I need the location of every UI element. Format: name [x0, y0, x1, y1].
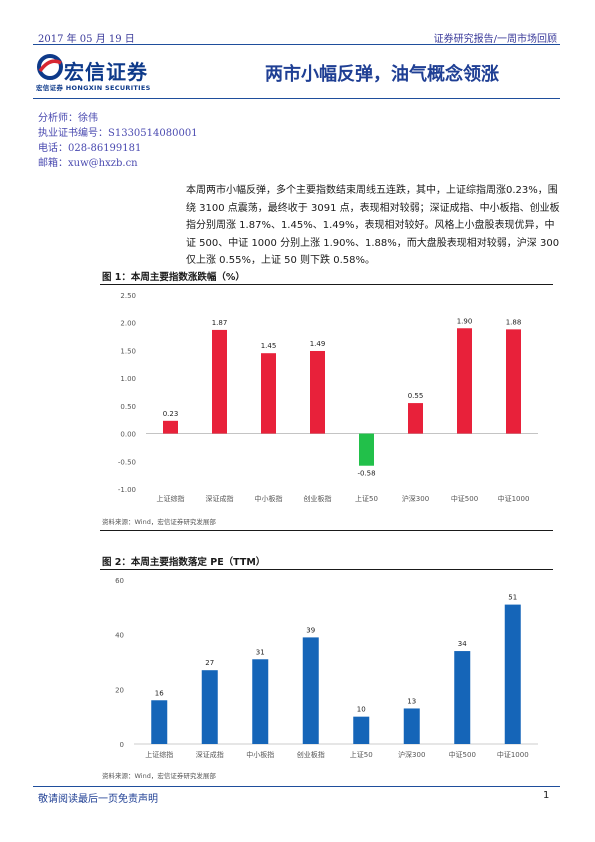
chart2-bar	[403, 708, 420, 744]
footer-disclaimer[interactable]: 敬请阅读最后一页免责声明	[38, 794, 158, 805]
company-logo-name: 宏信证券	[64, 60, 148, 84]
chart1-category-label: 中证500	[451, 494, 478, 503]
chart2-bar	[302, 637, 319, 744]
report-type: 证券研究报告/一周市场回顾	[433, 34, 557, 45]
chart2-data-label: 34	[458, 640, 467, 648]
chart1-data-label: 1.45	[261, 342, 277, 350]
chart2-data-label: 51	[508, 594, 517, 602]
chart1-data-label: 1.90	[457, 317, 473, 325]
figure-1-bottom-rule	[100, 530, 553, 531]
figure-2-title: 图 2：本周主要指数落定 PE（TTM）	[102, 557, 266, 568]
chart1-category-label: 深证成指	[206, 494, 234, 503]
chart1-y-tick-label: 0.00	[120, 431, 136, 439]
chart1-category-label: 上证综指	[157, 494, 185, 503]
analyst-phone: 电话：028-86199181	[38, 143, 142, 154]
chart2-data-label: 39	[306, 626, 315, 634]
chart2-y-tick-label: 40	[115, 632, 124, 640]
report-title: 两市小幅反弹，油气概念领涨	[265, 64, 499, 85]
chart1-data-label: -0.58	[357, 470, 375, 478]
chart2-bar	[151, 700, 168, 744]
chart1-data-label: 1.88	[506, 318, 522, 326]
chart2-category-label: 上证综指	[145, 750, 173, 759]
header-divider	[33, 44, 560, 45]
chart1-y-tick-label: 0.50	[120, 403, 136, 411]
chart2-bar	[454, 651, 471, 744]
analyst-name: 分析师：徐伟	[38, 113, 98, 124]
chart1-y-tick-label: 2.00	[120, 320, 136, 328]
chart1-y-tick-label: 1.00	[120, 375, 136, 383]
chart1-bar	[261, 353, 276, 434]
chart1-y-tick-label: 1.50	[120, 347, 136, 355]
chart1-data-label: 0.55	[408, 392, 424, 400]
company-logo-english: 宏信证券 HONGXIN SECURITIES	[36, 84, 151, 92]
chart1-bar	[163, 420, 178, 434]
chart1-data-label: 1.87	[212, 319, 228, 327]
chart2-category-label: 中小板指	[246, 750, 274, 759]
analyst-email[interactable]: 邮箱：xuw@hxzb.cn	[38, 158, 138, 169]
figure-2-top-rule	[100, 569, 553, 570]
chart2-data-label: 27	[205, 659, 214, 667]
summary-paragraph: 本周两市小幅反弹，多个主要指数结束周线五连跌，其中，上证综指周涨0.23%，围绕…	[186, 185, 560, 266]
chart1-category-label: 上证50	[355, 494, 378, 503]
chart2-category-label: 深证成指	[196, 750, 224, 759]
chart2-category-label: 中证1000	[497, 750, 529, 759]
chart2-y-tick-label: 20	[115, 686, 124, 694]
chart1-category-label: 沪深300	[402, 494, 429, 503]
chart2-bar	[252, 659, 269, 744]
figure-2-source: 资料来源：Wind，宏信证券研究发展部	[102, 772, 216, 780]
chart1-bar	[359, 433, 374, 466]
chart2-category-label: 创业板指	[297, 750, 325, 759]
figure-1-source: 资料来源：Wind，宏信证券研究发展部	[102, 518, 216, 526]
chart2-bar	[201, 670, 218, 744]
chart1-y-tick-label: -0.50	[118, 458, 136, 466]
figure-1-chart: 2.50 2.00 1.50 1.00 0.50 0.00 -0.50 -1.00 0.23 上证…	[118, 292, 538, 503]
chart1-category-label: 中小板指	[255, 494, 283, 503]
company-logo-icon	[37, 54, 63, 80]
chart2-bar	[353, 716, 370, 744]
chart2-category-label: 上证50	[350, 750, 373, 759]
chart1-bar	[408, 403, 423, 434]
chart1-y-tick-label: 2.50	[120, 292, 136, 300]
chart1-data-label: 0.23	[163, 410, 179, 418]
chart1-bar	[457, 328, 472, 434]
title-divider	[33, 98, 560, 99]
chart2-data-label: 13	[407, 697, 416, 705]
chart2-data-label: 10	[357, 706, 366, 714]
chart1-data-label: 1.49	[310, 340, 326, 348]
chart2-y-tick-label: 0	[120, 741, 124, 749]
chart2-category-label: 沪深300	[398, 750, 425, 759]
figure-1-top-rule	[100, 284, 553, 285]
chart1-bar	[212, 329, 227, 434]
chart2-data-label: 16	[155, 689, 164, 697]
page-number: 1	[543, 790, 550, 801]
chart1-bar	[506, 329, 521, 434]
chart2-y-tick-label: 60	[115, 577, 124, 585]
chart1-category-label: 创业板指	[304, 494, 332, 503]
chart2-category-label: 中证500	[449, 750, 476, 759]
chart2-bar	[504, 604, 521, 744]
chart2-data-label: 31	[256, 648, 265, 656]
chart1-category-label: 中证1000	[498, 494, 530, 503]
figure-2-chart: 60 40 20 0 16 上证综指 27 深证成指 31 中小板指 39 创业板指 10 上证50 13 沪…	[115, 577, 538, 759]
chart1-y-tick-label: -1.00	[118, 486, 136, 494]
figure-1-title: 图 1：本周主要指数涨跌幅（%）	[102, 272, 245, 283]
analyst-license: 执业证书编号：S1330514080001	[38, 128, 198, 139]
chart1-bar	[310, 350, 325, 434]
report-date: 2017 年 05 月 19 日	[38, 34, 135, 45]
footer-divider	[33, 786, 560, 787]
